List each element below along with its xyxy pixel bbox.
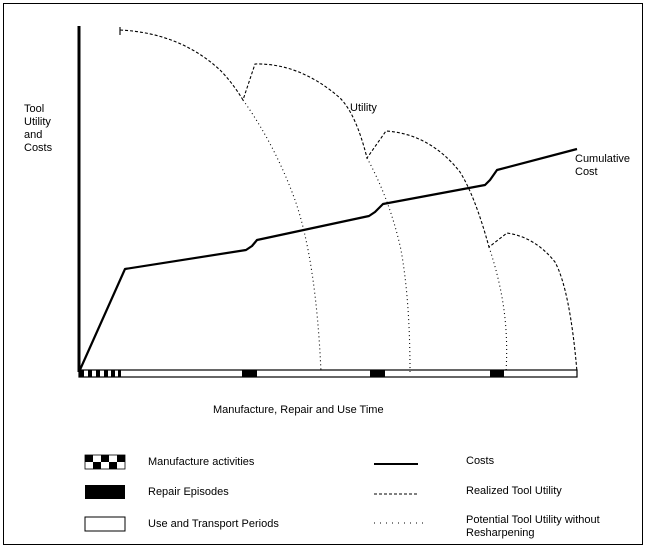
x-axis-label: Manufacture, Repair and Use Time	[213, 404, 384, 416]
repair-segment-2	[370, 370, 385, 377]
potential-utility-curves	[242, 99, 508, 373]
repair-segment-1	[242, 370, 257, 377]
cumulative-cost-label: Cumulative Cost	[575, 153, 631, 178]
repair-segment-3	[490, 370, 504, 377]
figure-frame	[3, 3, 643, 545]
time-bar	[78, 369, 578, 378]
cost-curve	[77, 147, 578, 373]
legend-repair-symbol	[85, 485, 125, 499]
legend-manufacture-symbol	[84, 454, 126, 470]
realized-utility-curve	[119, 27, 578, 373]
legend-realized-label: Realized Tool Utility	[466, 485, 562, 497]
legend-manufacture-label: Manufacture activities	[148, 456, 255, 468]
legend-potential-label: Potential Tool Utility without Resharpen…	[466, 514, 600, 539]
legend-repair-label: Repair Episodes	[148, 486, 229, 498]
legend-use-label: Use and Transport Periods	[148, 518, 279, 530]
y-axis-label: Tool Utility and Costs	[24, 103, 53, 154]
legend-costs-label: Costs	[466, 455, 495, 467]
utility-curve-label: Utility	[350, 102, 377, 114]
manufacture-segment	[79, 370, 121, 377]
legend-use-symbol	[84, 516, 126, 532]
